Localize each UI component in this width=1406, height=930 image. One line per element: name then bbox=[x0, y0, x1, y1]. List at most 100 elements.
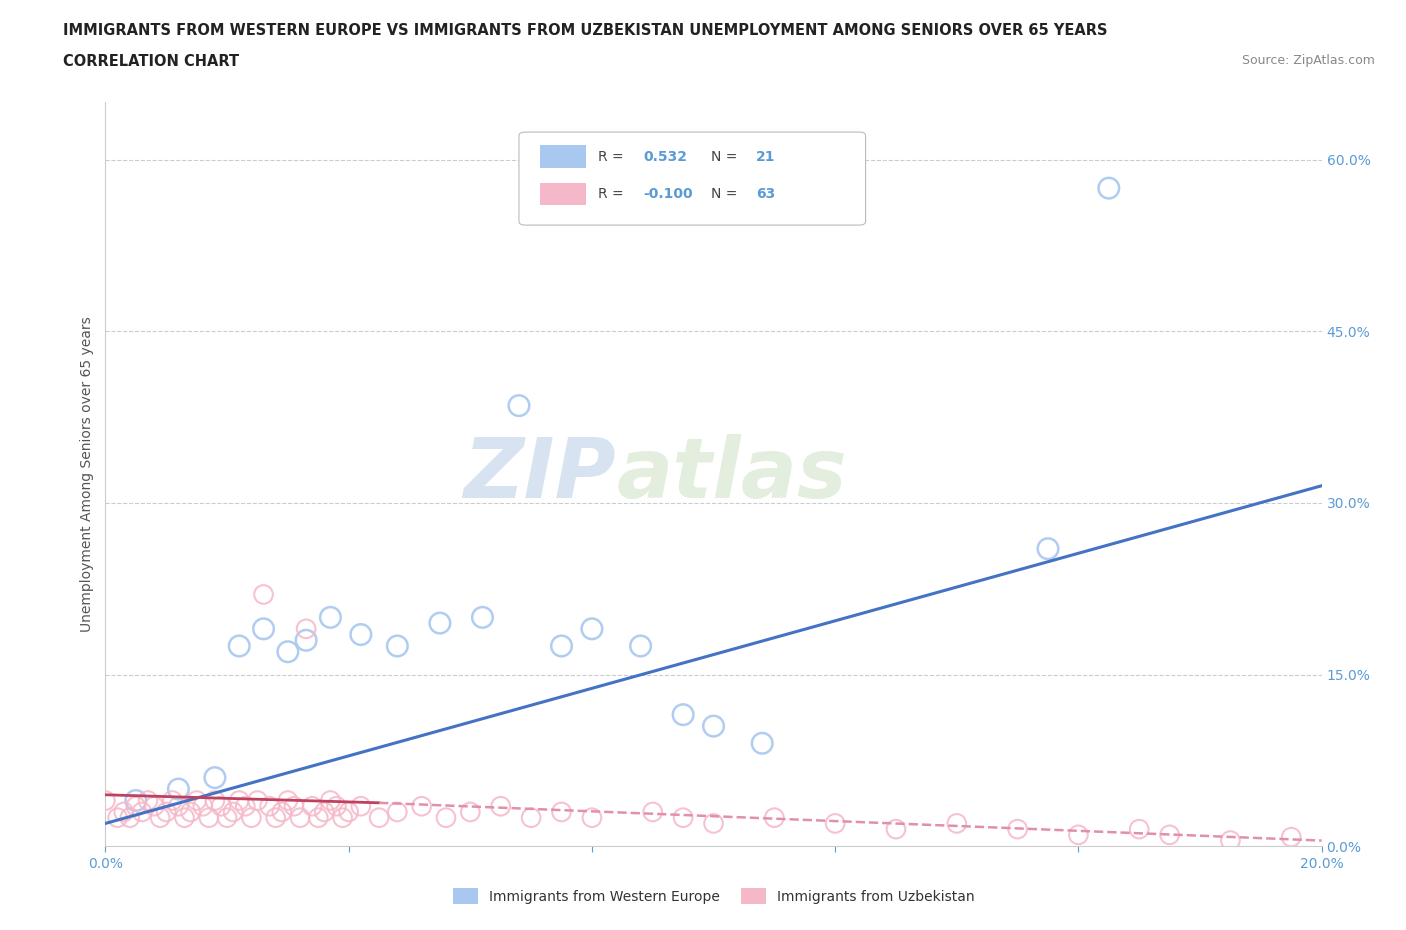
Point bbox=[751, 736, 773, 751]
Point bbox=[295, 632, 318, 647]
Point bbox=[131, 804, 153, 819]
Point bbox=[702, 719, 725, 734]
FancyBboxPatch shape bbox=[519, 132, 866, 225]
Point bbox=[217, 810, 239, 825]
Point bbox=[143, 799, 166, 814]
Point bbox=[198, 810, 221, 825]
Point bbox=[325, 799, 347, 814]
Text: Source: ZipAtlas.com: Source: ZipAtlas.com bbox=[1241, 54, 1375, 67]
Point bbox=[288, 810, 311, 825]
Point bbox=[125, 793, 148, 808]
Point bbox=[314, 804, 336, 819]
Point bbox=[136, 793, 159, 808]
Point bbox=[264, 810, 287, 825]
Text: atlas: atlas bbox=[616, 433, 846, 515]
Point bbox=[337, 804, 360, 819]
Point bbox=[520, 810, 543, 825]
Point bbox=[222, 804, 245, 819]
Legend: Immigrants from Western Europe, Immigrants from Uzbekistan: Immigrants from Western Europe, Immigran… bbox=[447, 883, 980, 910]
Text: IMMIGRANTS FROM WESTERN EUROPE VS IMMIGRANTS FROM UZBEKISTAN UNEMPLOYMENT AMONG : IMMIGRANTS FROM WESTERN EUROPE VS IMMIGR… bbox=[63, 23, 1108, 38]
Text: CORRELATION CHART: CORRELATION CHART bbox=[63, 54, 239, 69]
Point bbox=[277, 793, 299, 808]
Point bbox=[471, 610, 494, 625]
Point bbox=[173, 810, 195, 825]
Point bbox=[112, 804, 135, 819]
Point bbox=[186, 793, 208, 808]
Point bbox=[1067, 828, 1090, 843]
Point bbox=[489, 799, 512, 814]
Point bbox=[702, 816, 725, 830]
Point bbox=[246, 793, 269, 808]
Point bbox=[1279, 830, 1302, 844]
Point bbox=[233, 799, 256, 814]
Point bbox=[283, 799, 305, 814]
Point bbox=[301, 799, 323, 814]
Text: N =: N = bbox=[711, 187, 742, 201]
Point bbox=[581, 810, 603, 825]
Point bbox=[252, 621, 274, 636]
Point bbox=[319, 793, 342, 808]
Point bbox=[259, 799, 281, 814]
Point bbox=[118, 810, 141, 825]
Point bbox=[228, 793, 250, 808]
Text: 21: 21 bbox=[756, 150, 776, 164]
Point bbox=[167, 781, 190, 796]
Text: -0.100: -0.100 bbox=[643, 187, 693, 201]
Point bbox=[429, 616, 451, 631]
Text: 0.532: 0.532 bbox=[643, 150, 688, 164]
Point bbox=[411, 799, 433, 814]
Point bbox=[550, 639, 572, 654]
Point bbox=[204, 793, 226, 808]
Point bbox=[228, 639, 250, 654]
Point bbox=[162, 793, 184, 808]
Bar bbox=[540, 182, 586, 205]
Point bbox=[94, 793, 117, 808]
Point bbox=[191, 799, 214, 814]
Point bbox=[763, 810, 786, 825]
Point bbox=[672, 810, 695, 825]
Point bbox=[332, 810, 354, 825]
Point bbox=[1036, 541, 1059, 556]
Point bbox=[630, 639, 652, 654]
Point bbox=[319, 610, 342, 625]
Text: R =: R = bbox=[598, 150, 628, 164]
Text: 63: 63 bbox=[756, 187, 775, 201]
Point bbox=[581, 621, 603, 636]
Point bbox=[1159, 828, 1181, 843]
Point bbox=[387, 804, 409, 819]
Point bbox=[641, 804, 664, 819]
Bar bbox=[540, 145, 586, 167]
Point bbox=[884, 822, 907, 837]
Point bbox=[672, 707, 695, 722]
Point bbox=[149, 810, 172, 825]
Point bbox=[240, 810, 263, 825]
Point bbox=[434, 810, 457, 825]
Point bbox=[295, 621, 318, 636]
Point bbox=[350, 627, 373, 642]
Text: ZIP: ZIP bbox=[464, 433, 616, 515]
Point bbox=[458, 804, 481, 819]
Point bbox=[125, 799, 148, 814]
Point bbox=[107, 810, 129, 825]
Point bbox=[209, 799, 232, 814]
Point bbox=[180, 804, 202, 819]
Point bbox=[1007, 822, 1029, 837]
Text: N =: N = bbox=[711, 150, 742, 164]
Point bbox=[204, 770, 226, 785]
Point bbox=[1128, 822, 1150, 837]
Point bbox=[307, 810, 329, 825]
Point bbox=[945, 816, 967, 830]
Point bbox=[155, 804, 177, 819]
Point bbox=[824, 816, 846, 830]
Point bbox=[277, 644, 299, 659]
Point bbox=[252, 587, 274, 602]
Point bbox=[270, 804, 292, 819]
Point bbox=[368, 810, 391, 825]
Point bbox=[508, 398, 530, 413]
Point bbox=[167, 799, 190, 814]
Point bbox=[350, 799, 373, 814]
Point bbox=[1219, 833, 1241, 848]
Point bbox=[550, 804, 572, 819]
Point bbox=[387, 639, 409, 654]
Text: R =: R = bbox=[598, 187, 628, 201]
